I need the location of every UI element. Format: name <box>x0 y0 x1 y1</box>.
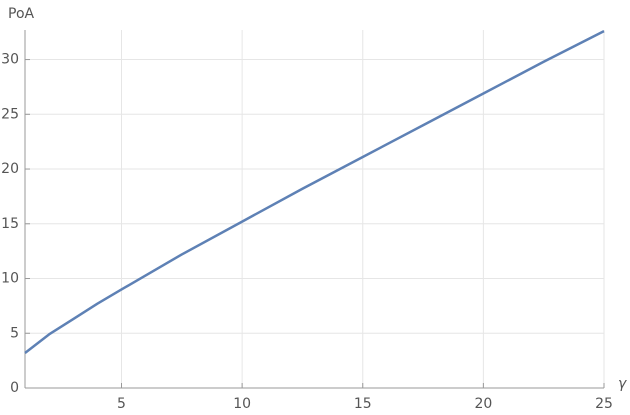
data-line <box>24 29 605 354</box>
y-tick-label: 10 <box>1 271 19 287</box>
y-axis-label: PoA <box>8 6 35 22</box>
y-tick-label: 20 <box>1 161 19 177</box>
x-tick-label: 5 <box>117 396 126 412</box>
x-tick-label: 25 <box>595 396 613 412</box>
x-tick-label: 20 <box>474 396 492 412</box>
y-tick-label: 25 <box>1 106 19 122</box>
x-tick-label: 15 <box>354 396 372 412</box>
x-tick-label: 10 <box>233 396 251 412</box>
y-tick-label: 0 <box>10 380 19 396</box>
x-axis-label: γ <box>618 376 627 392</box>
y-tick-label: 5 <box>10 325 19 341</box>
y-tick-label: 15 <box>1 216 19 232</box>
y-tick-label: 30 <box>1 52 19 68</box>
